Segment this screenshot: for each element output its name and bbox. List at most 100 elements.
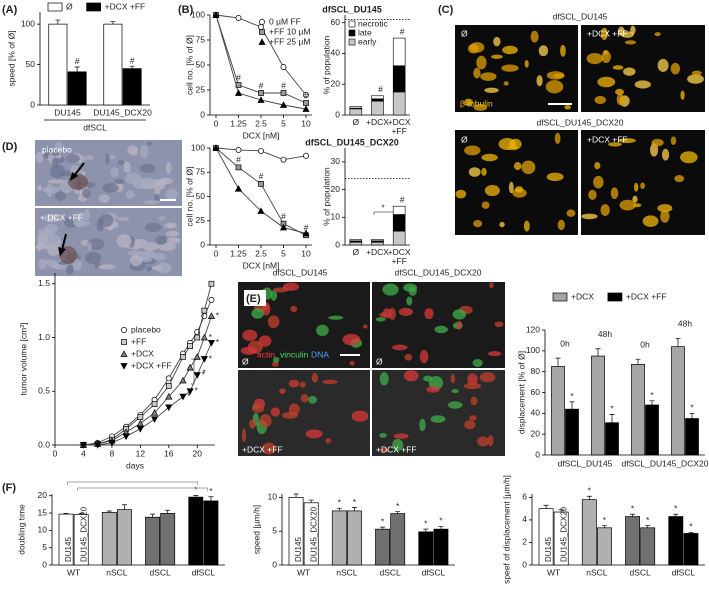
bar: [581, 499, 597, 566]
error-bar: [55, 19, 61, 25]
marker: [108, 440, 116, 447]
bar: [591, 355, 605, 456]
error-bar: [595, 348, 601, 357]
significance-mark: *: [338, 497, 342, 507]
legend-label: +FF 10 µM: [269, 26, 311, 36]
cell: [493, 36, 501, 47]
bar-segment: [392, 230, 406, 246]
cell: [597, 76, 616, 88]
error-bar: [645, 525, 651, 528]
group-label: dfSCL_DU145: [558, 458, 613, 468]
x-tick-label: 0: [53, 448, 58, 458]
y-tick-label: 0.0: [38, 439, 50, 449]
y-tick-label: 25: [196, 84, 206, 94]
x-tick-label: nSCL: [336, 567, 358, 577]
cell: [426, 386, 440, 393]
cell: [530, 30, 539, 43]
bar: [390, 513, 406, 566]
cell: [680, 151, 698, 164]
cell: [419, 418, 426, 432]
y-tick-label: 1.0: [38, 332, 50, 342]
bar: [685, 418, 699, 456]
y-tick-label: 0: [200, 109, 205, 119]
micrograph: [372, 282, 505, 368]
x-tick-label: WT: [297, 567, 310, 577]
significance-mark: #: [259, 80, 264, 90]
chart-title: dfSCL_DU145_DCX20: [305, 137, 399, 147]
cell: [463, 382, 482, 390]
cell: [81, 188, 91, 199]
legend-marker: [259, 19, 265, 25]
cell: [398, 307, 413, 316]
bar: [375, 528, 390, 566]
bar-segment: [349, 108, 363, 116]
legend-label: +DCX: [571, 291, 594, 301]
legend-label: +DCX +FF: [131, 360, 172, 370]
significance-mark: #: [378, 84, 383, 94]
cell: [588, 189, 597, 200]
significance-mark: #: [281, 80, 286, 90]
cell: [469, 415, 477, 421]
significance-mark: *: [439, 516, 443, 526]
annotation: *: [202, 367, 206, 377]
marker: [122, 433, 130, 441]
cell: [593, 175, 604, 189]
x-tick-label-text: +DCX +FF: [387, 118, 411, 136]
cell: [155, 235, 168, 245]
marker: [208, 280, 215, 287]
significance-mark: *: [216, 337, 220, 347]
cell: [642, 215, 659, 227]
marker: [235, 146, 242, 153]
cell: [455, 189, 467, 199]
bar: [640, 527, 656, 566]
bar: [188, 496, 204, 566]
cell: [156, 262, 172, 274]
marker: [302, 105, 310, 112]
cell: [479, 372, 496, 383]
panel-label: (A): [2, 4, 18, 16]
error-bar: [129, 65, 135, 69]
bar-series-label: DU145: [544, 537, 553, 562]
cell: [110, 167, 119, 178]
significance-mark: #: [400, 26, 405, 36]
y-tick-label: 120: [526, 324, 540, 334]
marker: [165, 392, 173, 400]
cell: [125, 190, 135, 199]
bar-segment: [349, 241, 363, 246]
bar: [101, 512, 117, 566]
legend-swatch: [86, 2, 101, 12]
x-tick-label-text: Ø: [352, 118, 360, 127]
cell: [251, 403, 265, 413]
legend-marker: [121, 339, 127, 345]
cell: [480, 72, 497, 81]
y-tick-label: 15: [38, 507, 48, 517]
cell: [633, 203, 642, 208]
cell: [450, 373, 456, 384]
error-bar: [558, 509, 564, 513]
cell: [469, 42, 485, 53]
significance-mark: *: [194, 485, 198, 495]
legend-swatch: [348, 20, 356, 28]
bar-series-label: DU145: [294, 537, 303, 562]
cell: [81, 170, 86, 176]
marker: [303, 152, 309, 159]
cell: [144, 222, 162, 233]
error-bar: [336, 507, 342, 511]
cell: [601, 50, 611, 64]
cell: [351, 410, 369, 422]
significance-mark: *: [689, 522, 693, 532]
x-tick-label: 48h: [598, 329, 612, 339]
cell: [403, 370, 419, 382]
cell: [152, 253, 167, 261]
bar: [668, 516, 684, 566]
cell: [146, 141, 153, 146]
error-bar: [121, 504, 127, 510]
x-tick-label: 10: [301, 248, 311, 258]
error-bar: [609, 414, 615, 423]
cell: [165, 188, 178, 201]
marker: [187, 343, 193, 349]
cell: [615, 88, 625, 96]
y-axis-label: doubling time: [16, 504, 26, 555]
cell: [477, 436, 490, 447]
x-tick-label: 2.5: [255, 118, 267, 128]
